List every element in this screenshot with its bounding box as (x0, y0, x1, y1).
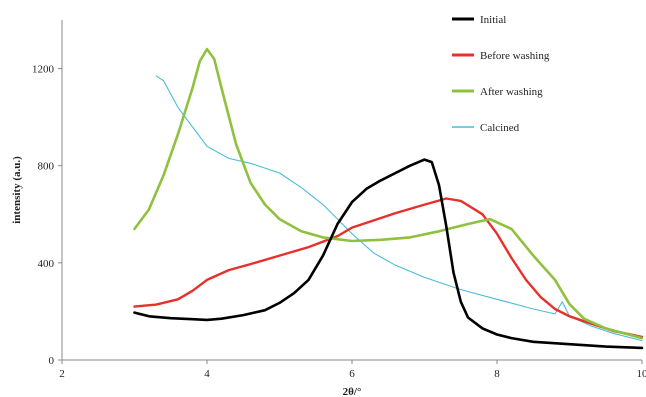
legend-label: Before washing (480, 50, 550, 62)
series-line-after-washing (133, 47, 644, 340)
y-ticks: 0 400 800 1200 (32, 64, 62, 367)
x-tick-label: 10 (637, 368, 646, 380)
series-line-calcined (155, 75, 643, 342)
x-tick-label: 4 (204, 368, 210, 380)
legend-label: Initial (480, 14, 506, 26)
y-tick-label: 1200 (32, 64, 55, 76)
legend: Initial Before washing After washing Calcin… (452, 14, 550, 134)
series-line-initial (133, 158, 644, 350)
y-tick-label: 400 (38, 258, 55, 270)
y-tick-label: 0 (49, 355, 55, 367)
legend-label: After washing (480, 86, 543, 98)
series-layer (133, 47, 644, 350)
y-axis-title: intensity (a.u.) (11, 156, 23, 224)
x-axis-title: 2θ/° (343, 386, 362, 397)
x-ticks: 2 4 6 8 10 (59, 360, 646, 380)
x-tick-label: 6 (349, 368, 355, 380)
series-line-before-washing (133, 197, 644, 339)
x-tick-label: 8 (494, 368, 500, 380)
legend-label: Calcined (480, 122, 520, 134)
x-tick-label: 2 (59, 368, 65, 380)
y-tick-label: 800 (38, 161, 55, 173)
